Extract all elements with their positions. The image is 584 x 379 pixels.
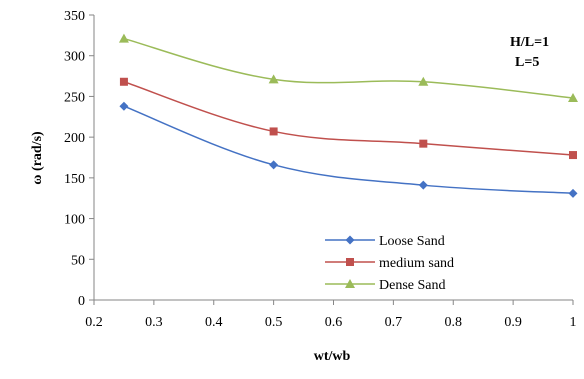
data-point bbox=[118, 33, 129, 43]
annotation-length: L=5 bbox=[515, 55, 539, 70]
data-point bbox=[268, 74, 279, 84]
tick-labels: 0 50 100 150 200 250 300 350 0.2 0.3 0.4 0.5 0.6 0.7 0… bbox=[64, 9, 577, 330]
x-tick-label: 0.9 bbox=[504, 315, 522, 330]
x-axis-title: wt/wb bbox=[314, 349, 351, 364]
data-point bbox=[269, 160, 279, 170]
data-point bbox=[418, 76, 429, 86]
data-point bbox=[119, 101, 129, 111]
x-tick-label: 0.7 bbox=[385, 315, 403, 330]
legend-label: Loose Sand bbox=[379, 234, 445, 249]
series-medium-sand bbox=[119, 77, 577, 160]
legend-marker bbox=[345, 235, 355, 245]
x-tick-label: 0.6 bbox=[325, 315, 343, 330]
legend-entry: medium sand bbox=[325, 256, 454, 271]
data-point bbox=[418, 180, 428, 190]
legend: Loose Sand medium sand Dense Sand bbox=[325, 234, 454, 293]
x-tick-label: 0.5 bbox=[265, 315, 283, 330]
y-axis-title: ω (rad/s) bbox=[30, 131, 45, 185]
y-tick-label: 100 bbox=[64, 213, 85, 228]
legend-marker bbox=[345, 279, 355, 288]
data-point bbox=[569, 151, 577, 160]
x-tick-label: 0.3 bbox=[145, 315, 163, 330]
y-tick-label: 50 bbox=[71, 253, 85, 268]
data-point bbox=[419, 139, 428, 148]
annotation-ratio: H/L=1 bbox=[510, 35, 549, 50]
legend-entry: Loose Sand bbox=[325, 234, 445, 249]
y-tick-label: 0 bbox=[78, 294, 85, 309]
x-tick-label: 0.8 bbox=[445, 315, 463, 330]
legend-label: medium sand bbox=[379, 256, 454, 271]
x-tick-label: 0.2 bbox=[85, 315, 103, 330]
legend-entry: Dense Sand bbox=[325, 278, 446, 293]
legend-marker bbox=[346, 258, 354, 266]
legend-label: Dense Sand bbox=[379, 278, 446, 293]
y-tick-label: 150 bbox=[64, 172, 85, 187]
series-lines bbox=[118, 33, 578, 198]
series-line bbox=[123, 81, 574, 156]
data-point bbox=[119, 77, 128, 86]
y-tick-label: 350 bbox=[64, 9, 85, 24]
data-point bbox=[269, 127, 278, 136]
series-loose-sand bbox=[119, 101, 578, 198]
x-tick-label: 0.4 bbox=[205, 315, 223, 330]
series-line bbox=[123, 105, 574, 195]
series-line bbox=[123, 37, 574, 99]
x-tick-label: 1 bbox=[570, 315, 577, 330]
annotations: H/L=1 L=5 bbox=[510, 35, 549, 70]
y-tick-label: 200 bbox=[64, 131, 85, 146]
y-tick-label: 300 bbox=[64, 50, 85, 65]
data-point bbox=[568, 93, 578, 103]
data-point bbox=[568, 188, 578, 198]
axes bbox=[89, 14, 574, 305]
series-dense-sand bbox=[118, 33, 578, 103]
y-tick-label: 250 bbox=[64, 90, 85, 105]
